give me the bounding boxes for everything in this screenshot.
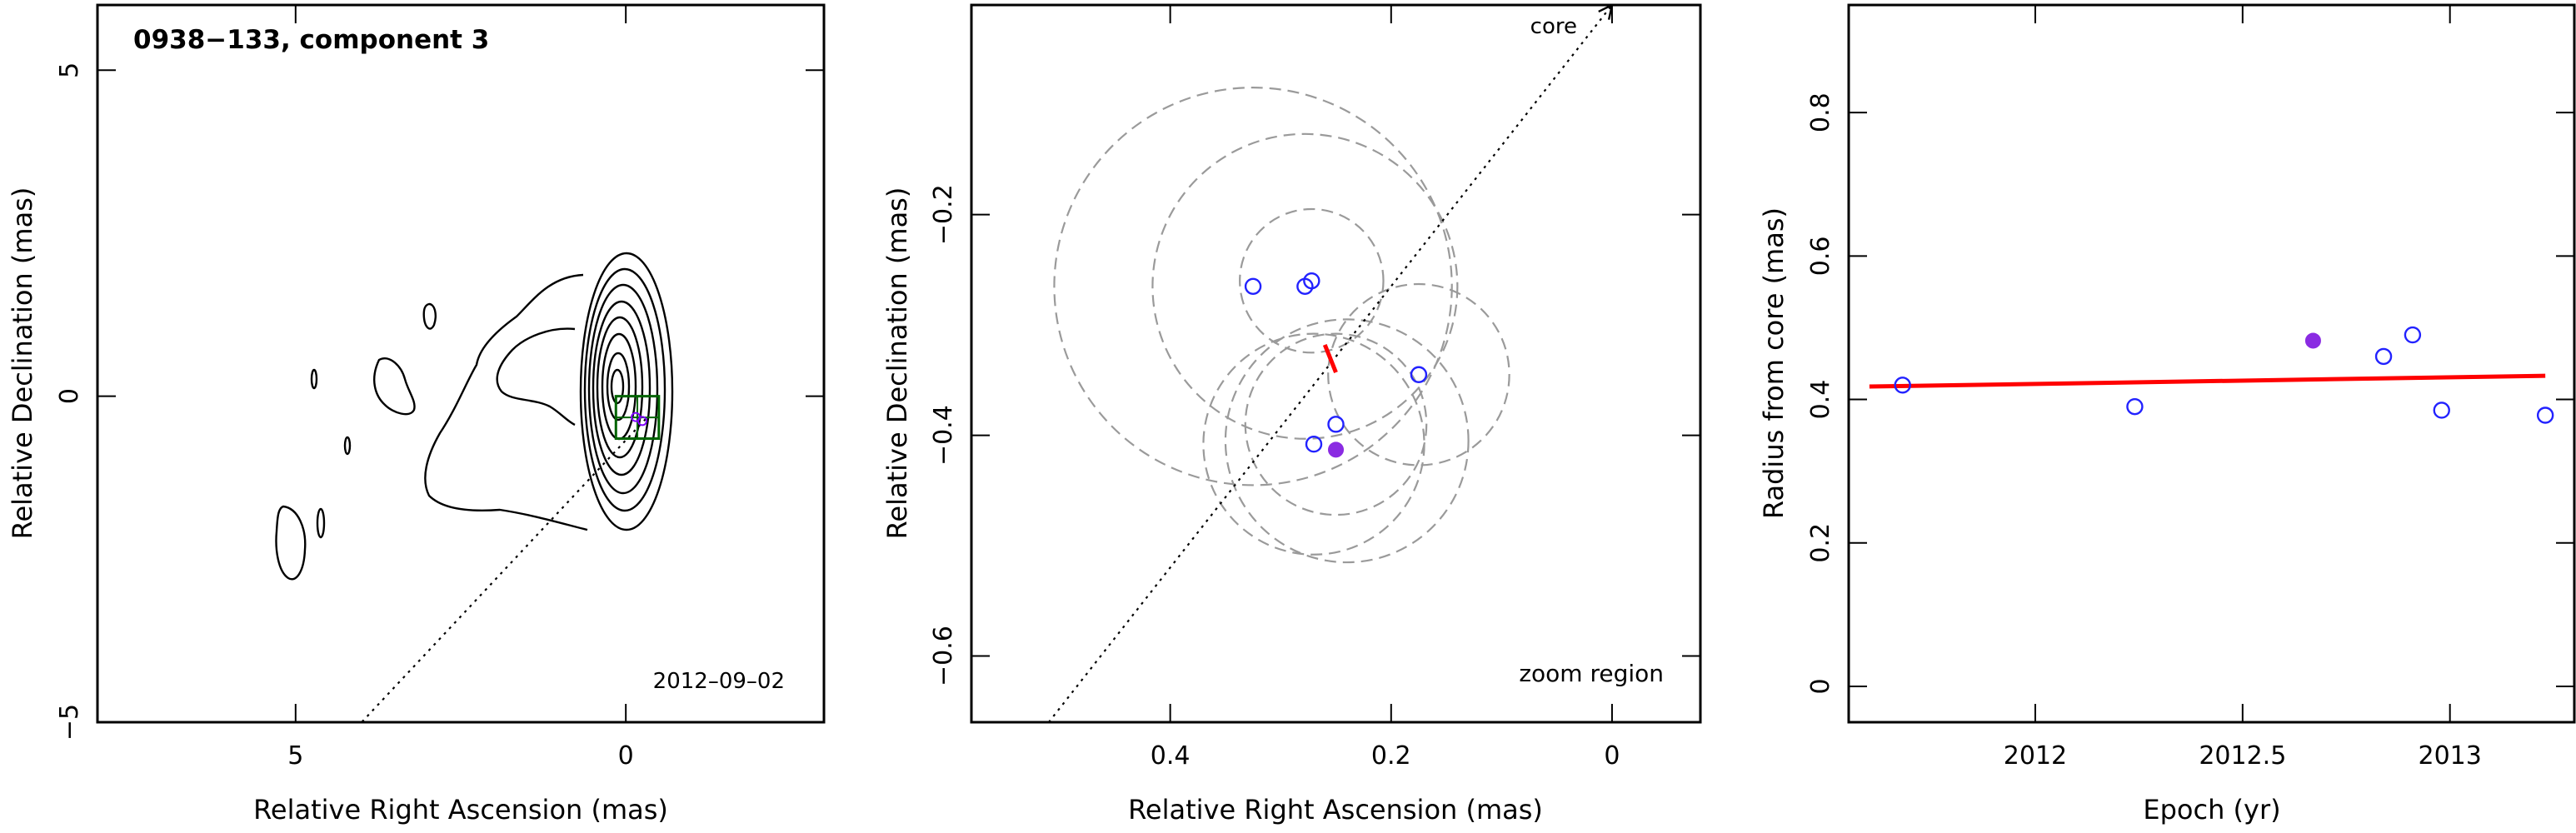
radius-axes-frame <box>1847 3 2576 724</box>
zoom-x-tick-label: 0 <box>1604 741 1620 771</box>
radius-x-tick-label: 2012.5 <box>2199 741 2286 771</box>
zoom-motion-vector <box>1322 344 1338 374</box>
uncertainty-circle <box>1151 132 1459 440</box>
map-y-ticks: −5 0 5 <box>55 62 824 741</box>
open-data-point <box>1244 277 1262 295</box>
map-y-tick-label: 5 <box>55 62 84 78</box>
radius-panel: 2012 2012.5 2013 00.20.40.60.8 Epoch (yr) … <box>1758 3 2576 826</box>
map-zoom-box-crosshair <box>616 396 659 439</box>
contour-level-1 <box>579 252 674 531</box>
zoom-y-tick-label: −0.6 <box>929 626 958 686</box>
contour-level-8 <box>610 368 625 405</box>
contour-level-5 <box>596 316 644 459</box>
zoom-points <box>1244 272 1428 458</box>
radius-y-axis-label: Radius from core (mas) <box>1758 207 1790 519</box>
zoom-x-tick-label: 0.2 <box>1371 741 1411 771</box>
map-component-marker <box>631 412 642 422</box>
contour-outer-extended <box>424 273 588 531</box>
contour-level-2 <box>583 267 666 512</box>
map-epoch-label: 2012–09–02 <box>653 669 785 694</box>
open-data-point <box>1303 272 1320 290</box>
contour-level-4 <box>592 300 651 476</box>
radius-fit-line <box>1869 373 2546 389</box>
open-data-point <box>2536 407 2554 424</box>
uncertainty-circle <box>1053 87 1453 486</box>
open-data-point <box>2374 347 2393 366</box>
map-y-axis-label: Relative Declination (mas) <box>7 187 38 540</box>
radius-x-tick-label: 2012 <box>2004 741 2067 771</box>
map-x-tick-label: 5 <box>287 741 303 771</box>
uncertainty-circle <box>1239 207 1385 354</box>
zoom-y-tick-label: −0.2 <box>929 184 958 245</box>
filled-data-point <box>2304 332 2321 349</box>
radius-x-tick-label: 2013 <box>2419 741 2482 771</box>
contour-blob-1 <box>373 357 416 416</box>
radius-x-ticks: 2012 2012.5 2013 <box>2004 5 2482 771</box>
map-title: 0938−133, component 3 <box>133 25 489 55</box>
open-data-point <box>2404 326 2422 344</box>
zoom-y-ticks: −0.2 −0.4 −0.6 <box>929 184 1700 686</box>
contour-blob-2 <box>422 302 437 330</box>
radius-x-axis-label: Epoch (yr) <box>2143 794 2280 826</box>
zoom-y-tick-label: −0.4 <box>929 405 958 466</box>
radius-points <box>1894 326 2554 424</box>
contour-blob-6 <box>275 505 307 581</box>
contour-blob-5 <box>316 507 326 539</box>
open-data-point <box>2126 397 2144 416</box>
uncertainty-circle <box>1202 332 1425 556</box>
radius-y-tick-label: 0.2 <box>1806 523 1835 563</box>
contour-blob-3 <box>310 368 318 390</box>
map-y-tick-label: −5 <box>55 704 84 741</box>
radius-y-tick-label: 0 <box>1806 678 1835 694</box>
map-axes-frame <box>96 3 826 724</box>
zoom-x-tick-label: 0.4 <box>1151 741 1191 771</box>
map-x-tick-label: 0 <box>618 741 634 771</box>
map-y-tick-label: 0 <box>55 388 84 404</box>
zoom-x-axis-label: Relative Right Ascension (mas) <box>1128 794 1543 826</box>
map-core-direction-line <box>361 418 646 723</box>
open-data-point <box>2433 402 2450 419</box>
filled-data-point <box>1328 441 1344 458</box>
radius-y-tick-label: 0.4 <box>1806 380 1835 420</box>
uncertainty-circle <box>1224 318 1470 564</box>
map-x-axis-label: Relative Right Ascension (mas) <box>253 794 668 826</box>
zoom-core-label: core <box>1530 14 1577 39</box>
zoom-panel: 0.4 0.2 0 −0.2 −0.4 −0.6 core zoom region Re… <box>881 3 1702 826</box>
uncertainty-circle <box>1327 282 1510 466</box>
zoom-uncertainty-circles <box>1053 87 1510 564</box>
radius-y-tick-label: 0.6 <box>1806 236 1835 276</box>
zoom-y-axis-label: Relative Declination (mas) <box>881 187 913 540</box>
open-data-point <box>1327 416 1345 433</box>
radius-y-tick-label: 0.8 <box>1806 92 1835 132</box>
contour-level-7 <box>606 352 631 421</box>
map-component-overlay <box>631 412 647 426</box>
uncertainty-circle <box>1244 332 1428 516</box>
map-contours <box>275 252 674 581</box>
open-data-point <box>1894 377 1911 394</box>
open-data-point <box>1410 366 1428 383</box>
contour-blob-4 <box>343 436 352 456</box>
zoom-axes-frame <box>970 3 1702 724</box>
contour-level-3 <box>587 283 659 495</box>
zoom-x-ticks: 0.4 0.2 0 <box>1151 5 1620 771</box>
zoom-region-label: zoom region <box>1519 660 1664 687</box>
zoom-core-line <box>1047 5 1613 722</box>
contour-ridge <box>496 327 576 426</box>
open-data-point <box>1305 435 1323 453</box>
radius-y-ticks: 0 0.2 0.4 0.6 0.8 <box>1806 92 2574 694</box>
